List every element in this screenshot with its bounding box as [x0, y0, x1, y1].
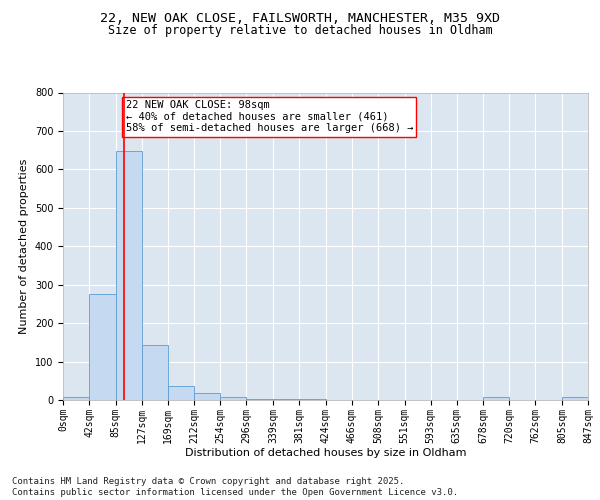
Bar — [89, 294, 116, 400]
Bar — [168, 386, 194, 400]
Bar — [247, 399, 273, 400]
Text: 22 NEW OAK CLOSE: 98sqm
← 40% of detached houses are smaller (461)
58% of semi-d: 22 NEW OAK CLOSE: 98sqm ← 40% of detache… — [125, 100, 413, 134]
Bar — [142, 346, 168, 400]
Bar — [483, 397, 509, 400]
Text: Size of property relative to detached houses in Oldham: Size of property relative to detached ho… — [107, 24, 493, 37]
Bar — [299, 399, 326, 400]
Bar — [562, 397, 588, 400]
Bar — [116, 151, 142, 400]
Text: 22, NEW OAK CLOSE, FAILSWORTH, MANCHESTER, M35 9XD: 22, NEW OAK CLOSE, FAILSWORTH, MANCHESTE… — [100, 12, 500, 26]
Bar — [63, 397, 89, 400]
Bar — [194, 393, 220, 400]
Bar — [220, 397, 247, 400]
Bar — [273, 399, 299, 400]
Text: Contains HM Land Registry data © Crown copyright and database right 2025.
Contai: Contains HM Land Registry data © Crown c… — [12, 478, 458, 497]
X-axis label: Distribution of detached houses by size in Oldham: Distribution of detached houses by size … — [185, 448, 466, 458]
Y-axis label: Number of detached properties: Number of detached properties — [19, 158, 29, 334]
